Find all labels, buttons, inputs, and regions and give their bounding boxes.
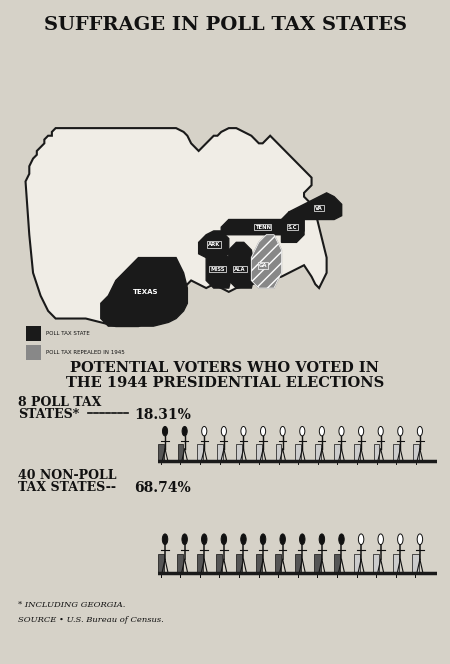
Text: MISS: MISS xyxy=(210,266,225,272)
Bar xyxy=(295,444,301,461)
Bar xyxy=(236,554,242,573)
Bar xyxy=(158,554,164,573)
Text: TEXAS: TEXAS xyxy=(133,289,159,295)
Circle shape xyxy=(320,426,324,436)
Text: S.C: S.C xyxy=(288,224,297,230)
Circle shape xyxy=(339,534,344,544)
Circle shape xyxy=(417,426,423,436)
Text: SUFFRAGE IN POLL TAX STATES: SUFFRAGE IN POLL TAX STATES xyxy=(44,16,406,34)
Bar xyxy=(275,554,281,573)
Circle shape xyxy=(417,534,423,544)
Circle shape xyxy=(241,534,246,544)
Text: TAX STATES--: TAX STATES-- xyxy=(18,481,121,494)
Bar xyxy=(295,554,301,573)
Circle shape xyxy=(398,534,403,544)
Bar xyxy=(256,444,262,461)
Circle shape xyxy=(319,534,324,544)
Circle shape xyxy=(221,534,226,544)
Bar xyxy=(334,554,340,573)
Circle shape xyxy=(162,534,168,544)
Circle shape xyxy=(359,426,364,436)
Bar xyxy=(216,554,222,573)
Circle shape xyxy=(358,534,364,544)
Bar xyxy=(217,444,223,461)
Text: STATES*: STATES* xyxy=(18,408,79,421)
Circle shape xyxy=(261,426,265,436)
Circle shape xyxy=(339,426,344,436)
Bar xyxy=(393,554,399,573)
Bar xyxy=(373,554,379,573)
Polygon shape xyxy=(252,235,281,288)
Circle shape xyxy=(280,534,285,544)
Bar xyxy=(197,554,203,573)
Polygon shape xyxy=(252,235,281,288)
Bar xyxy=(393,444,399,461)
Text: ARK: ARK xyxy=(207,242,220,247)
Circle shape xyxy=(261,534,266,544)
Bar xyxy=(334,444,340,461)
Circle shape xyxy=(241,426,246,436)
Circle shape xyxy=(300,426,305,436)
Polygon shape xyxy=(289,193,342,220)
Text: TENN: TENN xyxy=(255,224,271,230)
Circle shape xyxy=(202,534,207,544)
Circle shape xyxy=(378,534,383,544)
Text: 40 NON-POLL: 40 NON-POLL xyxy=(18,469,117,482)
Text: ALA: ALA xyxy=(234,266,246,272)
Polygon shape xyxy=(206,250,233,288)
Text: GA: GA xyxy=(258,263,267,268)
Polygon shape xyxy=(221,220,304,235)
Bar xyxy=(354,554,360,573)
Bar xyxy=(354,444,360,461)
Bar xyxy=(236,444,242,461)
Polygon shape xyxy=(229,242,255,288)
Bar xyxy=(158,444,164,461)
Text: * INCLUDING GEORGIA.: * INCLUDING GEORGIA. xyxy=(18,601,126,609)
Circle shape xyxy=(182,534,187,544)
Circle shape xyxy=(221,426,226,436)
Bar xyxy=(413,554,419,573)
Bar xyxy=(26,345,40,361)
Text: VA: VA xyxy=(315,206,323,210)
Text: 68.74%: 68.74% xyxy=(134,481,191,495)
Bar xyxy=(275,444,281,461)
Text: 18.31%: 18.31% xyxy=(134,408,191,422)
Circle shape xyxy=(162,426,167,436)
Text: SOURCE • U.S. Bureau of Census.: SOURCE • U.S. Bureau of Census. xyxy=(18,616,164,624)
Circle shape xyxy=(280,426,285,436)
Circle shape xyxy=(182,426,187,436)
Text: THE 1944 PRESIDENTIAL ELECTIONS: THE 1944 PRESIDENTIAL ELECTIONS xyxy=(66,376,384,390)
Polygon shape xyxy=(281,212,304,242)
Circle shape xyxy=(378,426,383,436)
Text: POTENTIAL VOTERS WHO VOTED IN: POTENTIAL VOTERS WHO VOTED IN xyxy=(71,361,379,375)
Bar xyxy=(26,326,40,341)
Circle shape xyxy=(300,534,305,544)
Polygon shape xyxy=(198,231,229,258)
Text: POLL TAX REPEALED IN 1945: POLL TAX REPEALED IN 1945 xyxy=(46,351,125,355)
Text: POLL TAX STATE: POLL TAX STATE xyxy=(46,331,90,336)
Bar xyxy=(197,444,203,461)
Text: 8 POLL TAX: 8 POLL TAX xyxy=(18,396,101,409)
Bar xyxy=(177,554,183,573)
Bar xyxy=(178,444,183,461)
Bar xyxy=(256,554,262,573)
Circle shape xyxy=(398,426,403,436)
Polygon shape xyxy=(101,258,187,326)
Bar xyxy=(315,444,320,461)
Bar xyxy=(374,444,379,461)
Circle shape xyxy=(202,426,207,436)
Bar xyxy=(413,444,419,461)
Bar xyxy=(315,554,320,573)
Polygon shape xyxy=(26,128,327,326)
